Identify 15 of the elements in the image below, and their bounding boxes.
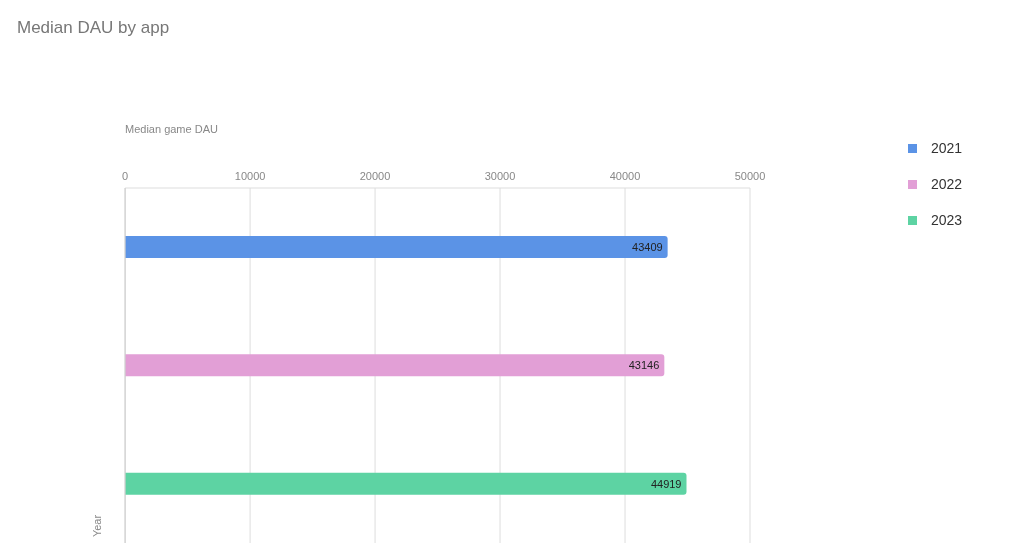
data-label: 43146 [628, 359, 660, 372]
legend-label: 2022 [930, 176, 964, 192]
x-tick-label: 40000 [609, 170, 641, 182]
x-tick-label: 10000 [234, 170, 266, 182]
x-tick-label: 50000 [734, 170, 766, 182]
chart-title: Median DAU by app [17, 18, 170, 38]
data-label: 44919 [650, 477, 682, 490]
x-tick-label: 30000 [484, 170, 516, 182]
data-label: 43409 [632, 240, 663, 253]
x-axis-title: Median game DAU [125, 123, 218, 135]
x-tick-label: 0 [122, 170, 129, 182]
legend-label: 2021 [930, 140, 964, 156]
x-tick-label: 20000 [359, 170, 391, 182]
legend-label: 2023 [930, 212, 964, 228]
y-axis-title: Year [91, 514, 104, 538]
